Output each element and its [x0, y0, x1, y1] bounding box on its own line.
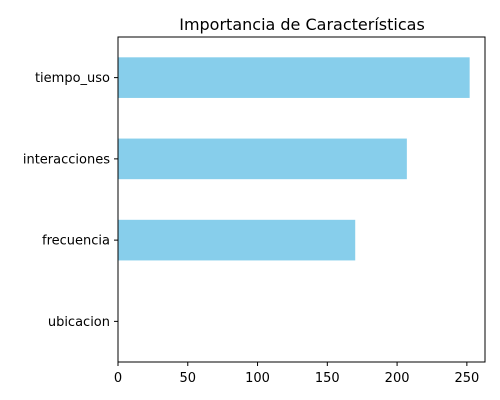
bar-tiempo_uso	[118, 57, 470, 98]
y-axis-ticks: tiempo_uso interacciones frecuencia ubicaci…	[23, 71, 118, 330]
bar-frecuencia	[118, 219, 356, 261]
plot-frame	[117, 36, 486, 363]
x-tick-label: 200	[385, 371, 410, 386]
y-tick-label: frecuencia	[42, 234, 110, 249]
y-tick-label: interacciones	[23, 152, 110, 167]
y-tick-label: tiempo_uso	[35, 71, 110, 86]
x-tick-label: 50	[179, 371, 196, 386]
x-axis-ticks: 0 50 100 150 200 250	[114, 362, 479, 386]
x-tick-label: 0	[114, 371, 122, 386]
x-tick-label: 150	[315, 371, 340, 386]
x-tick-label: 100	[245, 371, 270, 386]
bar-interacciones	[118, 138, 407, 180]
x-tick-label: 250	[454, 371, 479, 386]
chart-title: Importancia de Características	[179, 15, 425, 34]
y-tick-label: ubicacion	[48, 315, 110, 330]
bars-group	[118, 57, 470, 261]
